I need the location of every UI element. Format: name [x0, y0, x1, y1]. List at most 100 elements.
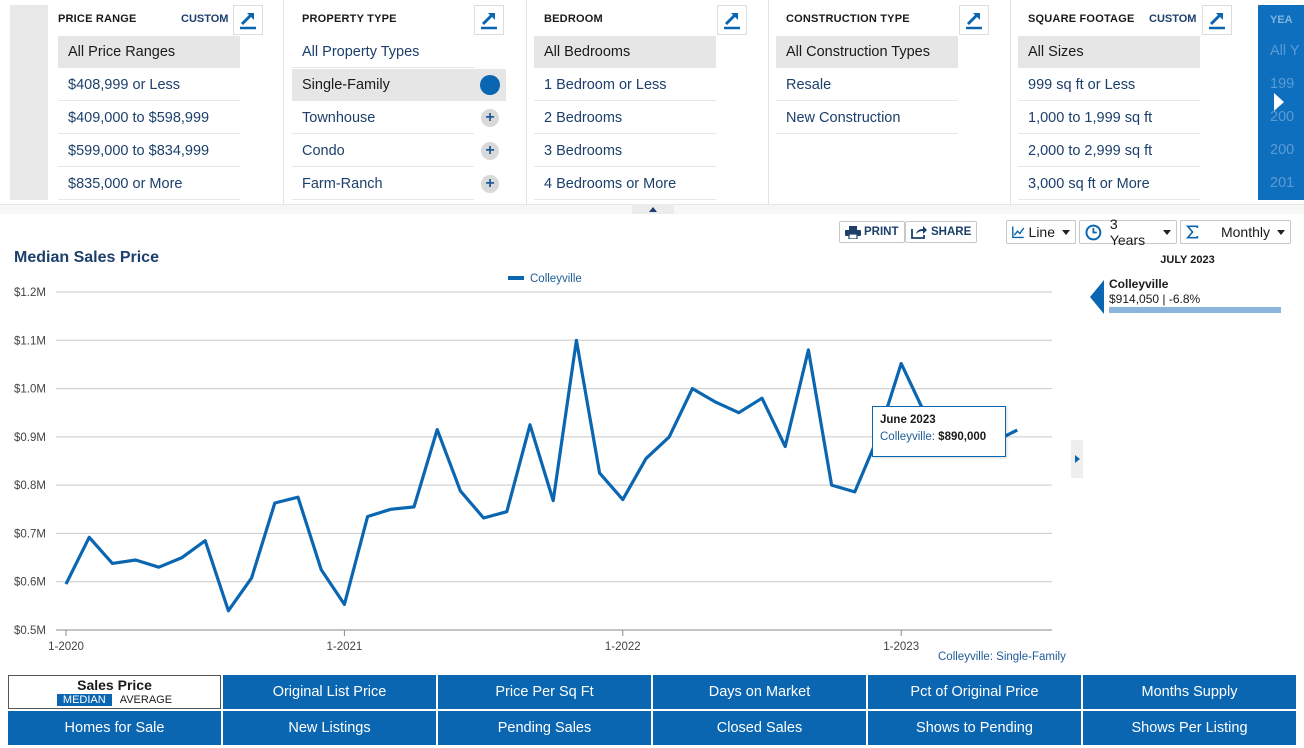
data-tooltip: June 2023 Colleyville: $890,000	[872, 406, 1006, 457]
bedroom-option[interactable]: 3 Bedrooms	[534, 135, 716, 167]
property-type-toggle[interactable]	[474, 69, 506, 101]
period-value: Monthly	[1220, 224, 1270, 240]
metric-tab[interactable]: Pending Sales	[438, 711, 651, 745]
x-tick-label: 1-2023	[883, 641, 919, 653]
property-type-option[interactable]: Townhouse	[292, 102, 474, 134]
property-type-header: PROPERTY TYPE	[302, 13, 397, 25]
selected-circle-icon	[480, 75, 500, 95]
tooltip-value: $890,000	[938, 431, 987, 443]
construction-type-option[interactable]: Resale	[776, 69, 958, 101]
price-range-option[interactable]: $408,999 or Less	[58, 69, 240, 101]
year-option[interactable]: 200	[1270, 142, 1295, 158]
year-option[interactable]: 199	[1270, 76, 1295, 92]
metric-tab[interactable]: Original List Price	[223, 675, 436, 709]
series-line-colleyville[interactable]	[64, 338, 1018, 613]
year-column[interactable]: YEA All Y 199 200 200 201	[1258, 5, 1304, 200]
price-range-option[interactable]: $409,000 to $598,999	[58, 102, 240, 134]
tooltip-series-name: Colleyville:	[880, 431, 935, 443]
square-footage-custom-link[interactable]: CUSTOM	[1149, 13, 1197, 25]
bedroom-option[interactable]: 1 Bedroom or Less	[534, 69, 716, 101]
y-tick-label: $0.5M	[14, 625, 46, 637]
current-value-bar	[1109, 307, 1281, 313]
share-button[interactable]: SHARE	[905, 221, 978, 243]
x-tick-label: 1-2022	[605, 641, 641, 653]
time-range-select[interactable]: 3 Years	[1079, 216, 1177, 248]
square-footage-expand-button[interactable]	[1202, 5, 1232, 35]
price-range-custom-link[interactable]: CUSTOM	[181, 13, 229, 25]
metric-tab[interactable]: Homes for Sale	[8, 711, 221, 745]
square-footage-option[interactable]: 1,000 to 1,999 sq ft	[1018, 102, 1200, 134]
chart-type-value: Line	[1028, 224, 1055, 240]
pointer-arrow-icon	[1090, 280, 1104, 314]
filter-panel: PRICE RANGE CUSTOM All Price Ranges $408…	[0, 0, 1304, 214]
price-range-expand-button[interactable]	[233, 5, 263, 35]
x-tick-label: 1-2020	[48, 641, 84, 653]
sigma-icon	[1186, 225, 1199, 239]
property-type-option[interactable]: All Property Types	[292, 36, 474, 68]
metric-tab[interactable]: Pct of Original Price	[868, 675, 1081, 709]
expand-arrow-icon	[240, 13, 256, 30]
square-footage-option[interactable]: All Sizes	[1018, 36, 1200, 68]
price-range-header: PRICE RANGE	[58, 13, 137, 25]
y-tick-label: $0.7M	[14, 528, 46, 540]
x-tick-label: 1-2021	[326, 641, 362, 653]
current-series-name: Colleyville	[1109, 277, 1169, 291]
expand-arrow-icon	[481, 13, 497, 30]
property-type-add-button[interactable]: +	[474, 168, 506, 200]
metric-tab-sales-price[interactable]: Sales Price MEDIAN AVERAGE	[8, 675, 221, 709]
metric-tab[interactable]: New Listings	[223, 711, 436, 745]
print-button[interactable]: PRINT	[839, 221, 905, 243]
price-range-column: PRICE RANGE CUSTOM All Price Ranges $408…	[48, 0, 284, 205]
scroll-right-arrow-icon[interactable]	[1272, 91, 1286, 113]
property-type-option[interactable]: Condo	[292, 135, 474, 167]
collapse-filters-handle[interactable]	[632, 204, 674, 214]
filter-scroll-left-tab[interactable]	[10, 5, 48, 200]
metric-tab[interactable]: Closed Sales	[653, 711, 866, 745]
price-range-option[interactable]: $835,000 or More	[58, 168, 240, 200]
share-icon	[911, 226, 927, 239]
square-footage-option[interactable]: 3,000 sq ft or More	[1018, 168, 1200, 200]
year-option[interactable]: All Y	[1270, 43, 1300, 59]
median-option[interactable]: MEDIAN	[56, 694, 112, 706]
property-type-add-button[interactable]: +	[474, 135, 506, 167]
price-range-option[interactable]: All Price Ranges	[58, 36, 240, 68]
tooltip-month: June 2023	[880, 414, 936, 426]
construction-type-option[interactable]: New Construction	[776, 102, 958, 134]
caret-up-icon	[649, 206, 657, 212]
metric-tab[interactable]: Shows Per Listing	[1083, 711, 1296, 745]
chart-type-select[interactable]: Line	[1006, 220, 1076, 244]
chevron-down-icon	[1277, 229, 1285, 235]
property-type-option[interactable]: Farm-Ranch	[292, 168, 474, 200]
current-month-label: JULY 2023	[1160, 254, 1215, 266]
square-footage-column: SQUARE FOOTAGE CUSTOM All Sizes 999 sq f…	[1011, 0, 1258, 205]
property-type-option-selected[interactable]: Single-Family	[292, 69, 474, 101]
construction-type-header: CONSTRUCTION TYPE	[786, 13, 910, 25]
metric-tab[interactable]: Months Supply	[1083, 675, 1296, 709]
property-type-add-button[interactable]: +	[474, 102, 506, 134]
year-option[interactable]: 201	[1270, 175, 1295, 191]
metric-tab[interactable]: Days on Market	[653, 675, 866, 709]
construction-type-column: CONSTRUCTION TYPE All Construction Types…	[769, 0, 1011, 205]
square-footage-option[interactable]: 999 sq ft or Less	[1018, 69, 1200, 101]
average-option[interactable]: AVERAGE	[119, 694, 173, 706]
square-footage-option[interactable]: 2,000 to 2,999 sq ft	[1018, 135, 1200, 167]
price-range-option[interactable]: $599,000 to $834,999	[58, 135, 240, 167]
chart-footnote: Colleyville: Single-Family	[938, 651, 1066, 663]
bedroom-expand-button[interactable]	[717, 5, 747, 35]
metric-tab[interactable]: Shows to Pending	[868, 711, 1081, 745]
bedroom-option[interactable]: 4 Bedrooms or More	[534, 168, 716, 200]
chevron-right-icon	[1074, 455, 1080, 463]
year-option[interactable]: 200	[1270, 109, 1295, 125]
period-select[interactable]: Monthly	[1180, 220, 1291, 244]
median-sales-price-chart: $0.5M $0.6M $0.7M $0.8M $0.9M $1.0M $1.1M $1.2M…	[14, 273, 1052, 653]
chevron-down-icon	[1062, 229, 1070, 235]
construction-type-option[interactable]: All Construction Types	[776, 36, 958, 68]
property-type-expand-button[interactable]	[474, 5, 504, 35]
expand-arrow-icon	[966, 13, 982, 30]
construction-type-expand-button[interactable]	[959, 5, 989, 35]
side-panel-toggle[interactable]	[1071, 440, 1083, 478]
metric-tab[interactable]: Price Per Sq Ft	[438, 675, 651, 709]
bedroom-option[interactable]: 2 Bedrooms	[534, 102, 716, 134]
year-header: YEA	[1270, 14, 1293, 26]
bedroom-option[interactable]: All Bedrooms	[534, 36, 716, 68]
